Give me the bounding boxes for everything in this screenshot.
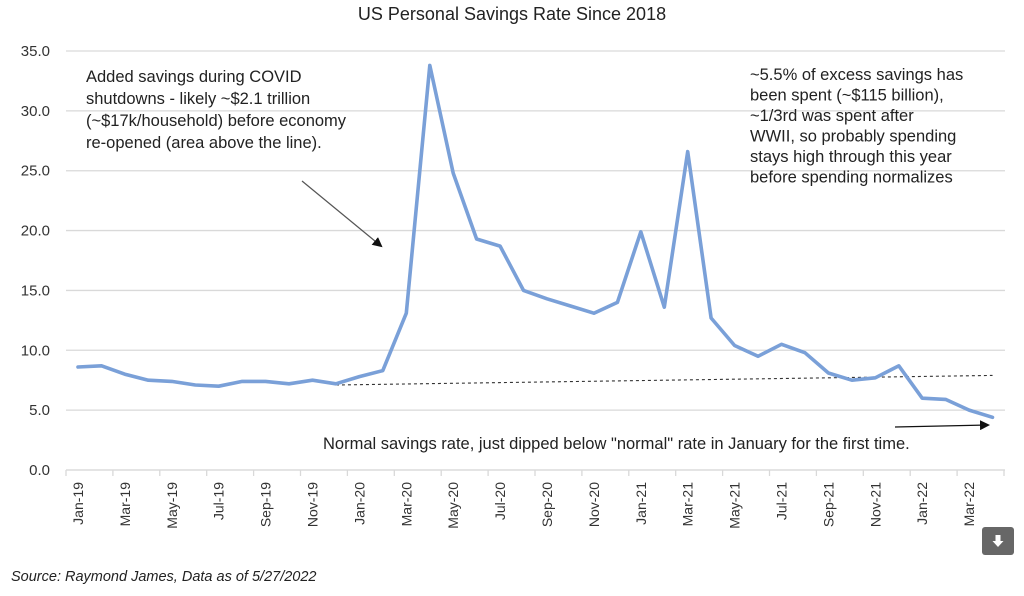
annotation-covid: Added savings during COVID shutdowns - li…	[86, 68, 347, 152]
annotation-spent: ~5.5% of excess savings has been spent (~…	[750, 66, 963, 187]
normal-rate-arrow	[894, 420, 990, 431]
x-tick-label: Jul-20	[492, 482, 508, 520]
y-tick-label: 30.0	[21, 103, 50, 120]
download-arrow-icon	[992, 535, 1004, 547]
x-tick-label: Sep-20	[539, 482, 555, 527]
savings-rate-line	[76, 63, 995, 420]
annotation-line: WWII, so probably spending	[750, 128, 956, 146]
arrows	[301, 180, 990, 431]
x-tick-label: Jan-22	[914, 482, 930, 525]
annotation-line: ~1/3rd was spent after	[750, 107, 914, 125]
y-tick-label: 25.0	[21, 163, 50, 180]
x-tick-label: May-21	[727, 482, 743, 529]
annotation-line: before spending normalizes	[750, 169, 953, 187]
x-tick-label: Sep-19	[258, 482, 274, 527]
x-tick-label: Jan-20	[351, 482, 367, 525]
annotation-normal: Normal savings rate, just dipped below "…	[323, 435, 910, 453]
x-tick-label: Mar-20	[398, 482, 414, 527]
x-tick-label: Sep-21	[820, 482, 836, 527]
annotation-line: shutdowns - likely ~$2.1 trillion	[86, 90, 310, 108]
download-button[interactable]	[982, 527, 1014, 555]
annotation-line: (~$17k/household) before economy	[86, 112, 347, 130]
annotation-line: Normal savings rate, just dipped below "…	[323, 435, 910, 453]
y-tick-label: 0.0	[29, 462, 50, 479]
y-tick-label: 5.0	[29, 402, 50, 419]
x-tick-label: Jul-21	[774, 482, 790, 520]
x-tick-label: Jan-21	[633, 482, 649, 525]
y-axis-ticks: 0.0 5.0 10.0 15.0 20.0 25.0 30.0 35.0	[21, 43, 50, 479]
x-axis: Jan-19 Mar-19 May-19 Jul-19 Sep-19 Nov-19 Jan-…	[65, 469, 1005, 529]
trendline	[335, 374, 993, 386]
x-tick-label: Nov-19	[305, 482, 321, 527]
x-tick-label: Mar-21	[680, 482, 696, 527]
source-note: Source: Raymond James, Data as of 5/27/2…	[11, 569, 317, 585]
y-tick-label: 10.0	[21, 342, 50, 359]
y-tick-label: 20.0	[21, 223, 50, 240]
x-tick-label: Mar-22	[961, 482, 977, 527]
covid-arrow	[301, 180, 383, 248]
x-tick-label: Jul-19	[211, 482, 227, 520]
annotation-line: Added savings during COVID	[86, 68, 302, 86]
y-tick-label: 15.0	[21, 282, 50, 299]
x-tick-label: May-20	[445, 482, 461, 529]
x-tick-label: Nov-20	[586, 482, 602, 527]
x-tick-label: Mar-19	[117, 482, 133, 527]
chart-title: US Personal Savings Rate Since 2018	[358, 4, 666, 24]
gridlines	[66, 50, 1005, 471]
normal-rate-trendline	[335, 374, 993, 386]
savings-series	[76, 63, 995, 420]
annotation-line: re-opened (area above the line).	[86, 134, 322, 152]
annotations: Added savings during COVID shutdowns - li…	[86, 66, 963, 453]
annotation-line: ~5.5% of excess savings has	[750, 66, 963, 84]
annotation-line: stays high through this year	[750, 148, 952, 166]
x-tick-label: Jan-19	[70, 482, 86, 525]
y-tick-label: 35.0	[21, 43, 50, 60]
annotation-line: been spent (~$115 billion),	[750, 87, 944, 105]
x-tick-label: May-19	[164, 482, 180, 529]
x-tick-label: Nov-21	[867, 482, 883, 527]
